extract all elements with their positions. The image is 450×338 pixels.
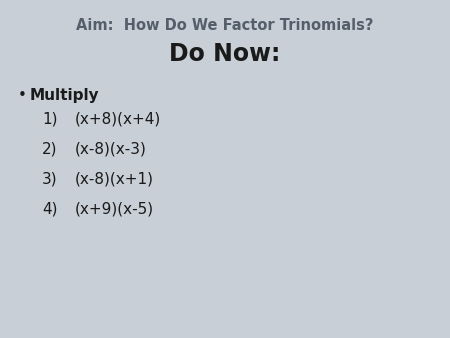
Text: 3): 3) [42, 172, 58, 187]
Text: 4): 4) [42, 202, 58, 217]
Text: (x+8)(x+4): (x+8)(x+4) [75, 112, 161, 127]
Text: (x-8)(x+1): (x-8)(x+1) [75, 172, 154, 187]
Text: Do Now:: Do Now: [169, 42, 281, 66]
Text: •: • [18, 88, 27, 103]
Text: (x-8)(x-3): (x-8)(x-3) [75, 142, 147, 157]
Text: Multiply: Multiply [30, 88, 99, 103]
Text: (x+9)(x-5): (x+9)(x-5) [75, 202, 154, 217]
Text: 1): 1) [42, 112, 58, 127]
Text: 2): 2) [42, 142, 58, 157]
Text: Aim:  How Do We Factor Trinomials?: Aim: How Do We Factor Trinomials? [76, 18, 374, 33]
